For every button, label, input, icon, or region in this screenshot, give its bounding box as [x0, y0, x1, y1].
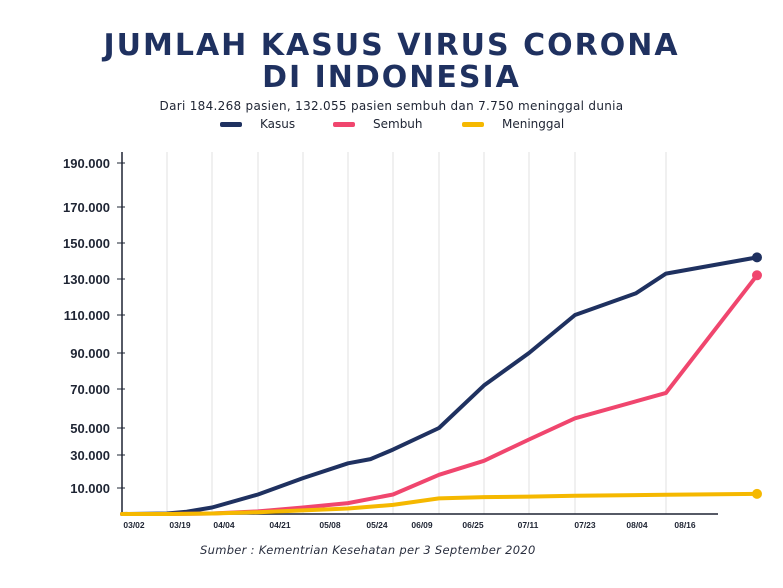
chart-legend: Kasus Sembuh Meninggal [0, 117, 783, 135]
y-tick-label-0: 190.000 [63, 156, 110, 171]
series-line-kasus [120, 255, 759, 516]
chart-title-line-1: JUMLAH KASUS VIRUS CORONA [103, 28, 680, 63]
x-tick-label-0: 03/02 [123, 520, 145, 530]
x-tick-label-6: 06/09 [411, 520, 433, 530]
x-tick-label-8: 07/11 [518, 520, 539, 530]
legend-label-meninggal: Meninggal [502, 117, 565, 131]
x-tick-label-11: 08/16 [674, 520, 696, 530]
series-point-meninggal-12 [752, 488, 762, 499]
y-tick-label-4: 110.000 [64, 308, 110, 323]
series-point-sembuh-12 [752, 270, 762, 281]
y-tick-label-7: 50.000 [70, 421, 110, 436]
legend-swatch-sembuh [333, 121, 355, 127]
legend-swatch-meninggal [462, 121, 484, 127]
legend-label-kasus: Kasus [260, 117, 296, 131]
legend-swatch-kasus [220, 121, 242, 127]
source-note: Sumber : Kementrian Kesehatan per 3 Sept… [200, 543, 536, 557]
x-tick-label-7: 06/25 [462, 520, 484, 530]
x-tick-label-1: 03/19 [169, 520, 191, 530]
y-tick-label-6: 70.000 [70, 382, 110, 397]
y-tick-label-5: 90.000 [70, 346, 110, 361]
x-tick-label-2: 04/04 [213, 520, 235, 530]
x-tick-label-4: 05/08 [319, 520, 341, 530]
y-tick-label-3: 130.000 [63, 272, 110, 287]
x-tick-label-5: 05/24 [366, 520, 388, 530]
legend-item-meninggal: Meninggal [462, 117, 564, 131]
x-tick-label-10: 08/04 [626, 520, 648, 530]
x-tick-label-9: 07/23 [574, 520, 596, 530]
legend-item-sembuh: Sembuh [333, 117, 423, 131]
legend-item-kasus: Kasus [220, 117, 295, 131]
chart-title-line-2: DI INDONESIA [262, 60, 521, 95]
series-point-kasus-15 [752, 252, 762, 263]
legend-label-sembuh: Sembuh [373, 117, 423, 131]
chart-subtitle: Dari 184.268 pasien, 132.055 pasien semb… [159, 99, 624, 113]
y-tick-label-8: 30.000 [70, 448, 110, 463]
x-tick-label-3: 04/21 [269, 520, 291, 530]
y-tick-label-1: 170.000 [63, 200, 110, 215]
y-tick-label-2: 150.000 [63, 236, 110, 251]
y-tick-label-9: 10.000 [70, 481, 110, 496]
